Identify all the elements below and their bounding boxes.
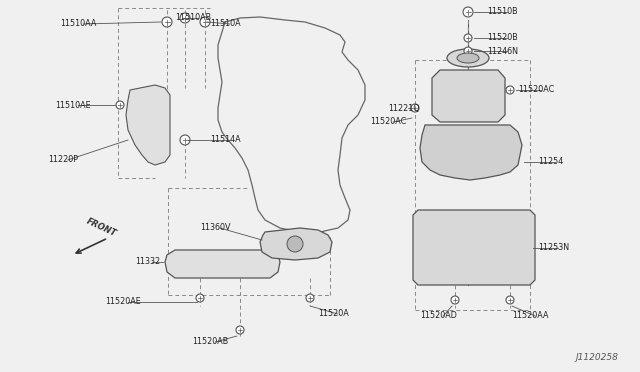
Circle shape [116, 101, 124, 109]
Polygon shape [413, 210, 535, 285]
Text: 11520AB: 11520AB [192, 337, 228, 346]
Text: 11520A: 11520A [318, 310, 349, 318]
Circle shape [287, 236, 303, 252]
Circle shape [411, 104, 419, 112]
Ellipse shape [457, 53, 479, 63]
Text: 11510AB: 11510AB [175, 13, 211, 22]
Circle shape [180, 135, 190, 145]
Text: 11510AE: 11510AE [55, 100, 91, 109]
Text: 11246N: 11246N [487, 46, 518, 55]
Circle shape [506, 296, 514, 304]
Text: 11510AA: 11510AA [60, 19, 97, 29]
Circle shape [180, 13, 190, 23]
Circle shape [236, 326, 244, 334]
Circle shape [162, 17, 172, 27]
Polygon shape [432, 70, 505, 122]
Text: 11520AA: 11520AA [512, 311, 548, 321]
Text: J1120258: J1120258 [575, 353, 618, 362]
Text: 11510A: 11510A [210, 19, 241, 29]
Polygon shape [260, 228, 332, 260]
Text: 11220P: 11220P [48, 155, 78, 164]
Circle shape [464, 34, 472, 42]
Polygon shape [165, 250, 280, 278]
Text: 11253N: 11253N [538, 244, 569, 253]
Circle shape [464, 47, 472, 55]
Text: 11514A: 11514A [210, 135, 241, 144]
Text: FRONT: FRONT [85, 216, 118, 238]
Text: 11520AC: 11520AC [518, 86, 554, 94]
Polygon shape [126, 85, 170, 165]
Circle shape [463, 7, 473, 17]
Circle shape [200, 17, 210, 27]
Text: 11221Q: 11221Q [388, 103, 420, 112]
Circle shape [306, 294, 314, 302]
Text: 11520AD: 11520AD [420, 311, 457, 321]
Circle shape [451, 296, 459, 304]
Text: 11520B: 11520B [487, 33, 518, 42]
Ellipse shape [447, 49, 489, 67]
Text: 11254: 11254 [538, 157, 563, 167]
Text: 11360V: 11360V [200, 224, 230, 232]
Text: 11520AE: 11520AE [105, 298, 141, 307]
Text: 11520AC: 11520AC [370, 118, 406, 126]
Circle shape [506, 86, 514, 94]
Circle shape [196, 294, 204, 302]
Text: 11510B: 11510B [487, 7, 518, 16]
Text: 11332: 11332 [135, 257, 160, 266]
Polygon shape [420, 125, 522, 180]
